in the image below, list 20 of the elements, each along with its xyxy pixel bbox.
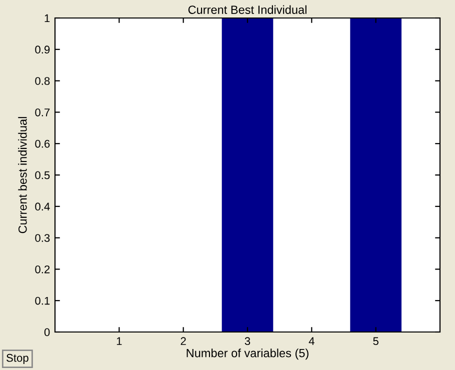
y-tick-label: 0 [44,328,50,336]
x-tick-label: 3 [244,337,250,346]
text: Stop [6,354,28,364]
y-tick-label: 1 [44,14,50,22]
y-tick-label: 0.1 [35,296,50,305]
y-tick-label: 0.8 [35,77,50,85]
x-tick-label: 5 [373,337,378,346]
y-tick-label: 0.6 [35,140,50,148]
x-axis-title: Number of variables (5) [186,348,308,360]
y-tick-label: 0.5 [35,171,50,180]
y-tick-label: 0.4 [35,202,50,211]
y-axis-title: Current best individual [18,117,27,234]
y-tick-label: 0.3 [35,234,50,242]
chart-title: Current Best Individual [188,5,306,14]
y-tick-label: 0.9 [35,46,50,54]
x-tick-label: 4 [308,337,314,345]
x-tick-label: 1 [116,337,122,345]
y-tick-label: 0.2 [35,265,50,274]
y-tick-label: 0.7 [35,108,50,116]
x-tick-label: 2 [180,337,186,345]
